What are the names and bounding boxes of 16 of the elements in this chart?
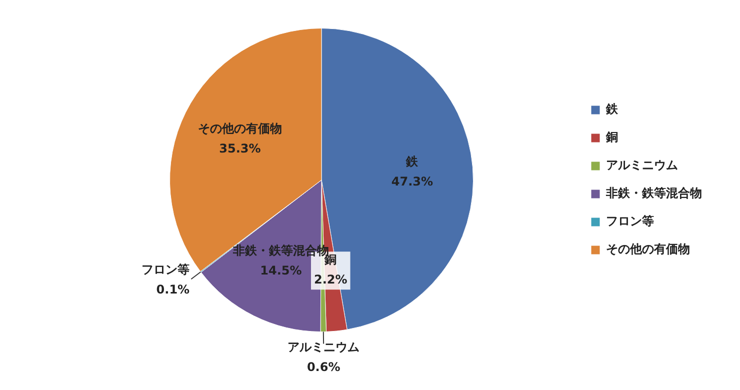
legend-label: アルミニウム bbox=[606, 158, 678, 172]
slice-label: アルミニウム bbox=[288, 340, 360, 354]
slice-label: その他の有価物 bbox=[198, 122, 282, 136]
data-label: 2.2% bbox=[314, 272, 348, 287]
data-label: 0.1% bbox=[156, 282, 190, 296]
slice-label: フロン等 bbox=[142, 262, 190, 276]
data-label: 35.3% bbox=[219, 142, 261, 156]
legend-label: 非鉄・鉄等混合物 bbox=[605, 186, 702, 200]
legend-label: 鉄 bbox=[605, 102, 619, 116]
data-label: 14.5% bbox=[260, 264, 302, 278]
legend-label: フロン等 bbox=[606, 214, 654, 228]
slice-label: 鉄 bbox=[405, 154, 420, 168]
legend-label: その他の有価物 bbox=[606, 242, 690, 256]
legend-label: 銅 bbox=[605, 130, 618, 144]
data-label: 0.6% bbox=[306, 360, 340, 374]
data-label: 47.3% bbox=[391, 174, 434, 188]
